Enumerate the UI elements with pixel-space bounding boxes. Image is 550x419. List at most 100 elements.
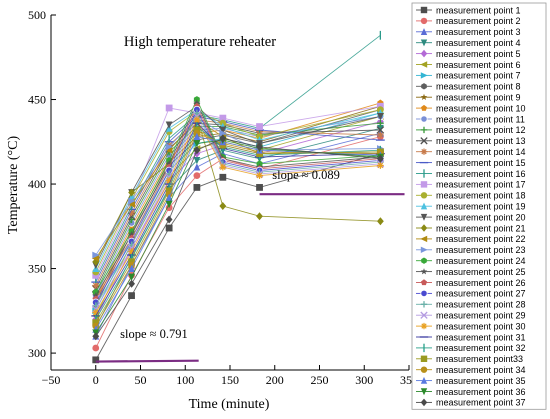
- y-tick-label: 300: [28, 346, 46, 360]
- x-axis-label: Time (minute): [189, 397, 270, 412]
- y-tick-label: 450: [28, 93, 46, 107]
- data-point: [420, 213, 428, 221]
- data-point: [376, 126, 385, 134]
- data-point: [377, 113, 384, 121]
- legend-label: measurement point 3: [436, 27, 521, 37]
- data-point: [128, 273, 135, 281]
- legend-label: measurement point 36: [436, 387, 526, 397]
- data-point: [420, 376, 428, 384]
- data-point: [128, 292, 135, 300]
- legend-label: measurement point 19: [436, 202, 526, 212]
- data-point: [91, 255, 100, 262]
- chart-title: High temperature reheater: [124, 34, 276, 50]
- data-point: [219, 134, 227, 143]
- data-point: [420, 28, 428, 35]
- data-point: [193, 146, 201, 155]
- data-point: [92, 282, 100, 289]
- legend-label: measurement point 14: [436, 147, 526, 157]
- legend-label: measurement point 21: [436, 223, 526, 233]
- data-point: [420, 268, 428, 275]
- data-point: [420, 311, 428, 319]
- data-point: [92, 356, 100, 364]
- plot-background: [51, 15, 409, 370]
- data-point: [193, 163, 201, 171]
- data-point: [420, 115, 428, 123]
- legend-entry: measurement point 25: [416, 267, 526, 277]
- legend-label: measurement point 11: [436, 114, 525, 124]
- data-point: [421, 104, 427, 111]
- data-point: [92, 332, 100, 341]
- annotation-layer: slope ≈ 0.791 slope ≈ 0.089: [95, 168, 405, 363]
- legend-entry: measurement point 14: [416, 147, 526, 157]
- legend-label: measurement point 23: [436, 245, 526, 255]
- legend-label: measurement point 32: [436, 343, 526, 353]
- data-point: [421, 279, 427, 286]
- data-point: [256, 123, 263, 130]
- legend-label: measurement point 16: [436, 169, 526, 179]
- legend-label: measurement point 37: [436, 398, 526, 408]
- legend-entry: measurement point 24: [416, 256, 526, 266]
- data-point: [420, 72, 428, 79]
- legend-label: measurement point 34: [436, 365, 526, 375]
- data-point: [420, 388, 428, 396]
- data-point: [420, 202, 428, 210]
- legend-label: measurement point 18: [436, 191, 526, 201]
- data-point: [219, 114, 227, 122]
- data-point: [165, 160, 173, 167]
- data-point: [420, 192, 428, 199]
- x-tick-label: 100: [176, 373, 194, 387]
- data-point: [193, 157, 201, 165]
- legend-entry: measurement point 19: [416, 202, 526, 212]
- legend-entry: measurement point 7: [416, 71, 521, 81]
- data-point: [420, 49, 428, 58]
- data-point: [420, 301, 428, 308]
- legend-label: measurement point 25: [436, 267, 526, 277]
- data-point: [219, 163, 227, 171]
- y-axis-label: Temperature (°C): [6, 136, 21, 235]
- data-point: [92, 344, 100, 352]
- legend-entry: measurement point 8: [416, 82, 521, 92]
- legend-entry: measurement point 36: [416, 387, 526, 397]
- legend-entry: measurement point 17: [416, 180, 526, 190]
- legend-entry: measurement point 28: [416, 300, 526, 310]
- legend-label: measurement point 4: [436, 38, 521, 48]
- data-point: [377, 217, 384, 226]
- legend-entry: measurement point 23: [416, 245, 526, 255]
- data-point: [376, 119, 384, 127]
- legend-entry: measurement point 15: [416, 158, 526, 168]
- legend-entry: measurement point 20: [416, 212, 526, 222]
- data-point: [420, 137, 428, 145]
- legend-label: measurement point 26: [436, 278, 526, 288]
- series-layer: [91, 30, 385, 364]
- data-point: [128, 188, 135, 197]
- data-point: [193, 99, 201, 106]
- legend-label: measurement point 13: [436, 136, 526, 146]
- legend-entry: measurement point 21: [416, 223, 526, 233]
- data-point: [219, 173, 227, 181]
- data-point: [420, 17, 428, 25]
- data-point: [421, 83, 427, 90]
- legend-label: measurement point 31: [436, 332, 526, 342]
- slope-annotation: slope ≈ 0.791: [120, 327, 188, 341]
- data-point: [165, 143, 173, 151]
- legend-entry: measurement point 34: [416, 365, 526, 375]
- trend-line: [95, 359, 199, 363]
- x-tick-label: −50: [42, 373, 61, 387]
- data-point: [420, 93, 428, 100]
- legend-label: measurement point 28: [436, 300, 526, 310]
- legend-entry: measurement point 31: [416, 332, 526, 342]
- data-point: [165, 200, 173, 209]
- data-point: [376, 131, 384, 139]
- data-point: [165, 224, 173, 232]
- data-point: [219, 202, 227, 210]
- data-point: [219, 129, 227, 137]
- data-point: [219, 126, 227, 134]
- data-point: [193, 184, 201, 191]
- legend-entry: measurement point 26: [416, 278, 526, 288]
- plot-area: [51, 15, 409, 370]
- data-point: [193, 116, 201, 124]
- data-point: [420, 355, 428, 362]
- data-point: [165, 121, 173, 129]
